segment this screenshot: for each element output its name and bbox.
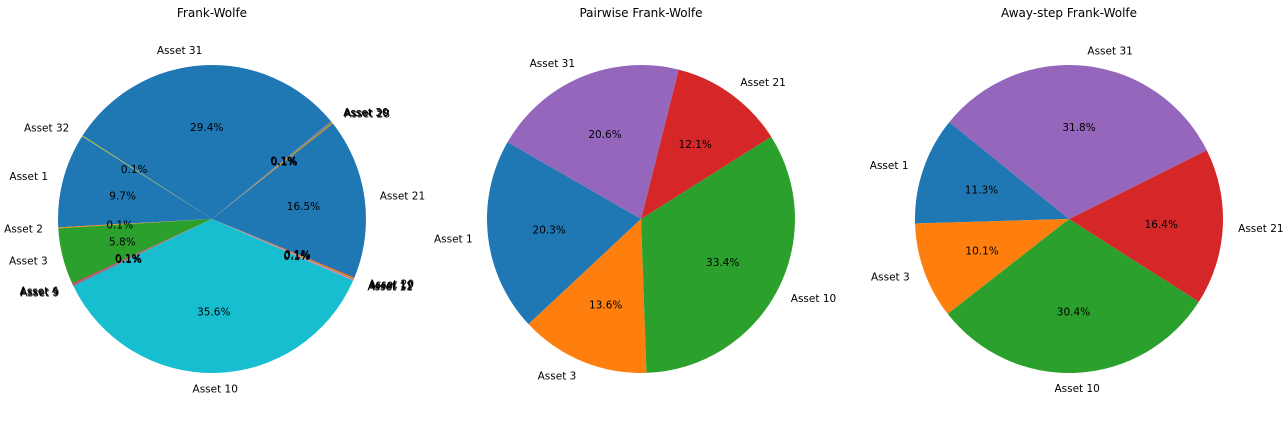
pie-slice-asset-11 bbox=[212, 219, 354, 281]
slice-percent-label: 11.3% bbox=[965, 184, 998, 196]
slice-percent-label: 20.3% bbox=[533, 225, 566, 237]
slice-label: Asset 21 bbox=[380, 190, 425, 202]
slice-label: Asset 1 bbox=[9, 171, 48, 183]
slice-label: Asset 1 bbox=[434, 233, 473, 245]
slice-percent-label: 35.6% bbox=[197, 306, 230, 318]
slice-percent-label: 0.1% bbox=[115, 254, 142, 266]
chart-title: Frank-Wolfe bbox=[177, 6, 247, 20]
slice-percent-label: 12.1% bbox=[679, 139, 712, 151]
pie-slice-asset-3 bbox=[915, 219, 1069, 314]
slice-label: Asset 3 bbox=[9, 255, 48, 267]
pie-slice-asset-1 bbox=[915, 122, 1069, 224]
slice-percent-label: 0.1% bbox=[115, 253, 142, 265]
slice-label: Asset 1 bbox=[870, 160, 909, 172]
pie-slice-asset-4 bbox=[72, 219, 213, 285]
slice-label: Asset 9 bbox=[21, 287, 60, 299]
pie-slice-asset-2 bbox=[58, 219, 212, 229]
pie-slice-asset-1 bbox=[486, 142, 641, 325]
slice-percent-label: 5.8% bbox=[109, 237, 136, 249]
slice-label: Asset 29 bbox=[344, 108, 389, 120]
chart-away-step-frank-wolfe: Away-step Frank-Wolfe Asset 111.3%Asset … bbox=[870, 6, 1284, 395]
slice-percent-label: 13.6% bbox=[589, 299, 622, 311]
pie-slice-asset-21 bbox=[1069, 150, 1223, 302]
pie-labels: Asset 31 29.4% Asset 32 0.1% Asset 1 9.7% Asse… bbox=[4, 45, 425, 395]
slice-label: Asset 2 bbox=[4, 224, 43, 236]
slice-percent-label: 0.1% bbox=[271, 157, 298, 169]
pie-slices bbox=[915, 65, 1223, 374]
slice-label: Asset 3 bbox=[538, 371, 577, 383]
slice-label: Asset 10 bbox=[193, 383, 238, 395]
slice-percent-label: 31.8% bbox=[1062, 122, 1095, 134]
slice-percent-label: 33.4% bbox=[706, 257, 739, 269]
slice-label: Asset 30 bbox=[343, 107, 388, 119]
slice-percent-label: 0.1% bbox=[284, 249, 311, 261]
pie-slice-asset-10 bbox=[73, 219, 354, 373]
slice-percent-label: 9.7% bbox=[109, 191, 136, 203]
pie-slice-asset-31 bbox=[82, 64, 332, 219]
slice-label: Asset 10 bbox=[791, 293, 836, 305]
chart-pairwise-frank-wolfe: Pairwise Frank-Wolfe Asset 1 20.3% Asset 3… bbox=[434, 6, 836, 383]
pie-slices bbox=[58, 64, 366, 373]
pie-slice-asset-3 bbox=[58, 219, 212, 284]
pie-slice-asset-9 bbox=[72, 219, 212, 287]
slice-label: Asset 3 bbox=[871, 272, 910, 284]
slice-label: Asset 19 bbox=[368, 279, 413, 291]
slice-label: Asset 21 bbox=[1238, 223, 1283, 235]
pie-slice-asset-19 bbox=[212, 219, 355, 279]
slice-percent-label: 0.1% bbox=[270, 156, 297, 168]
slice-label: Asset 21 bbox=[740, 77, 785, 89]
slice-percent-label: 10.1% bbox=[965, 245, 998, 257]
chart-title: Pairwise Frank-Wolfe bbox=[579, 6, 702, 20]
pie-labels: Asset 1 20.3% Asset 3 13.6% Asset 10 33.4% Ass… bbox=[434, 58, 836, 383]
slice-percent-label: 20.6% bbox=[588, 129, 621, 141]
pie-slice-asset-30 bbox=[212, 121, 332, 219]
slice-label: Asset 12 bbox=[368, 280, 413, 292]
slice-percent-label: 29.4% bbox=[190, 122, 223, 134]
slice-label: Asset 4 bbox=[20, 285, 59, 297]
slice-label: Asset 5 bbox=[20, 286, 59, 298]
slice-label: Asset 10 bbox=[1054, 383, 1099, 395]
pie-slice-asset-12 bbox=[212, 219, 354, 280]
slice-percent-label: 30.4% bbox=[1057, 306, 1090, 318]
pie-slice-asset-3 bbox=[528, 219, 647, 373]
slice-label: Asset 11 bbox=[367, 281, 412, 293]
pie-slice-asset-28 bbox=[212, 122, 333, 219]
pie-slice-asset-10 bbox=[947, 219, 1199, 374]
slice-label: Asset 31 bbox=[530, 58, 575, 70]
pie-slice-asset-31 bbox=[949, 65, 1207, 220]
slice-percent-label: 16.5% bbox=[287, 201, 320, 213]
slice-percent-label: 0.1% bbox=[115, 253, 142, 265]
slice-label: Asset 28 bbox=[345, 109, 390, 121]
slice-percent-label: 0.1% bbox=[106, 219, 133, 231]
pie-labels: Asset 1 11.3% Asset 3 10.1% Asset 10 30.4% Ass… bbox=[870, 46, 1284, 396]
slice-label: Asset 20 bbox=[369, 278, 414, 290]
slice-percent-label: 0.1% bbox=[283, 251, 310, 263]
slice-label: Asset 32 bbox=[24, 123, 69, 135]
chart-title: Away-step Frank-Wolfe bbox=[1001, 6, 1137, 20]
pie-slice-asset-29 bbox=[212, 122, 333, 219]
slice-percent-label: 16.4% bbox=[1145, 219, 1178, 231]
slice-percent-label: 0.1% bbox=[271, 156, 298, 168]
slice-percent-label: 0.1% bbox=[121, 164, 148, 176]
pie-slice-asset-5 bbox=[72, 219, 212, 286]
slice-percent-label: 0.1% bbox=[284, 250, 311, 262]
pie-slices bbox=[486, 65, 795, 373]
pie-slice-asset-10 bbox=[641, 136, 795, 373]
pie-slice-asset-32 bbox=[82, 135, 212, 219]
pie-slice-asset-21 bbox=[641, 69, 772, 219]
slice-label: Asset 31 bbox=[157, 45, 202, 57]
pie-slice-asset-20 bbox=[212, 219, 355, 279]
pie-slice-asset-1 bbox=[58, 136, 212, 228]
pie-slice-asset-21 bbox=[212, 123, 366, 278]
slice-label: Asset 31 bbox=[1087, 46, 1132, 58]
pie-slice-asset-31 bbox=[507, 65, 679, 219]
slice-percent-label: 0.1% bbox=[284, 250, 311, 262]
